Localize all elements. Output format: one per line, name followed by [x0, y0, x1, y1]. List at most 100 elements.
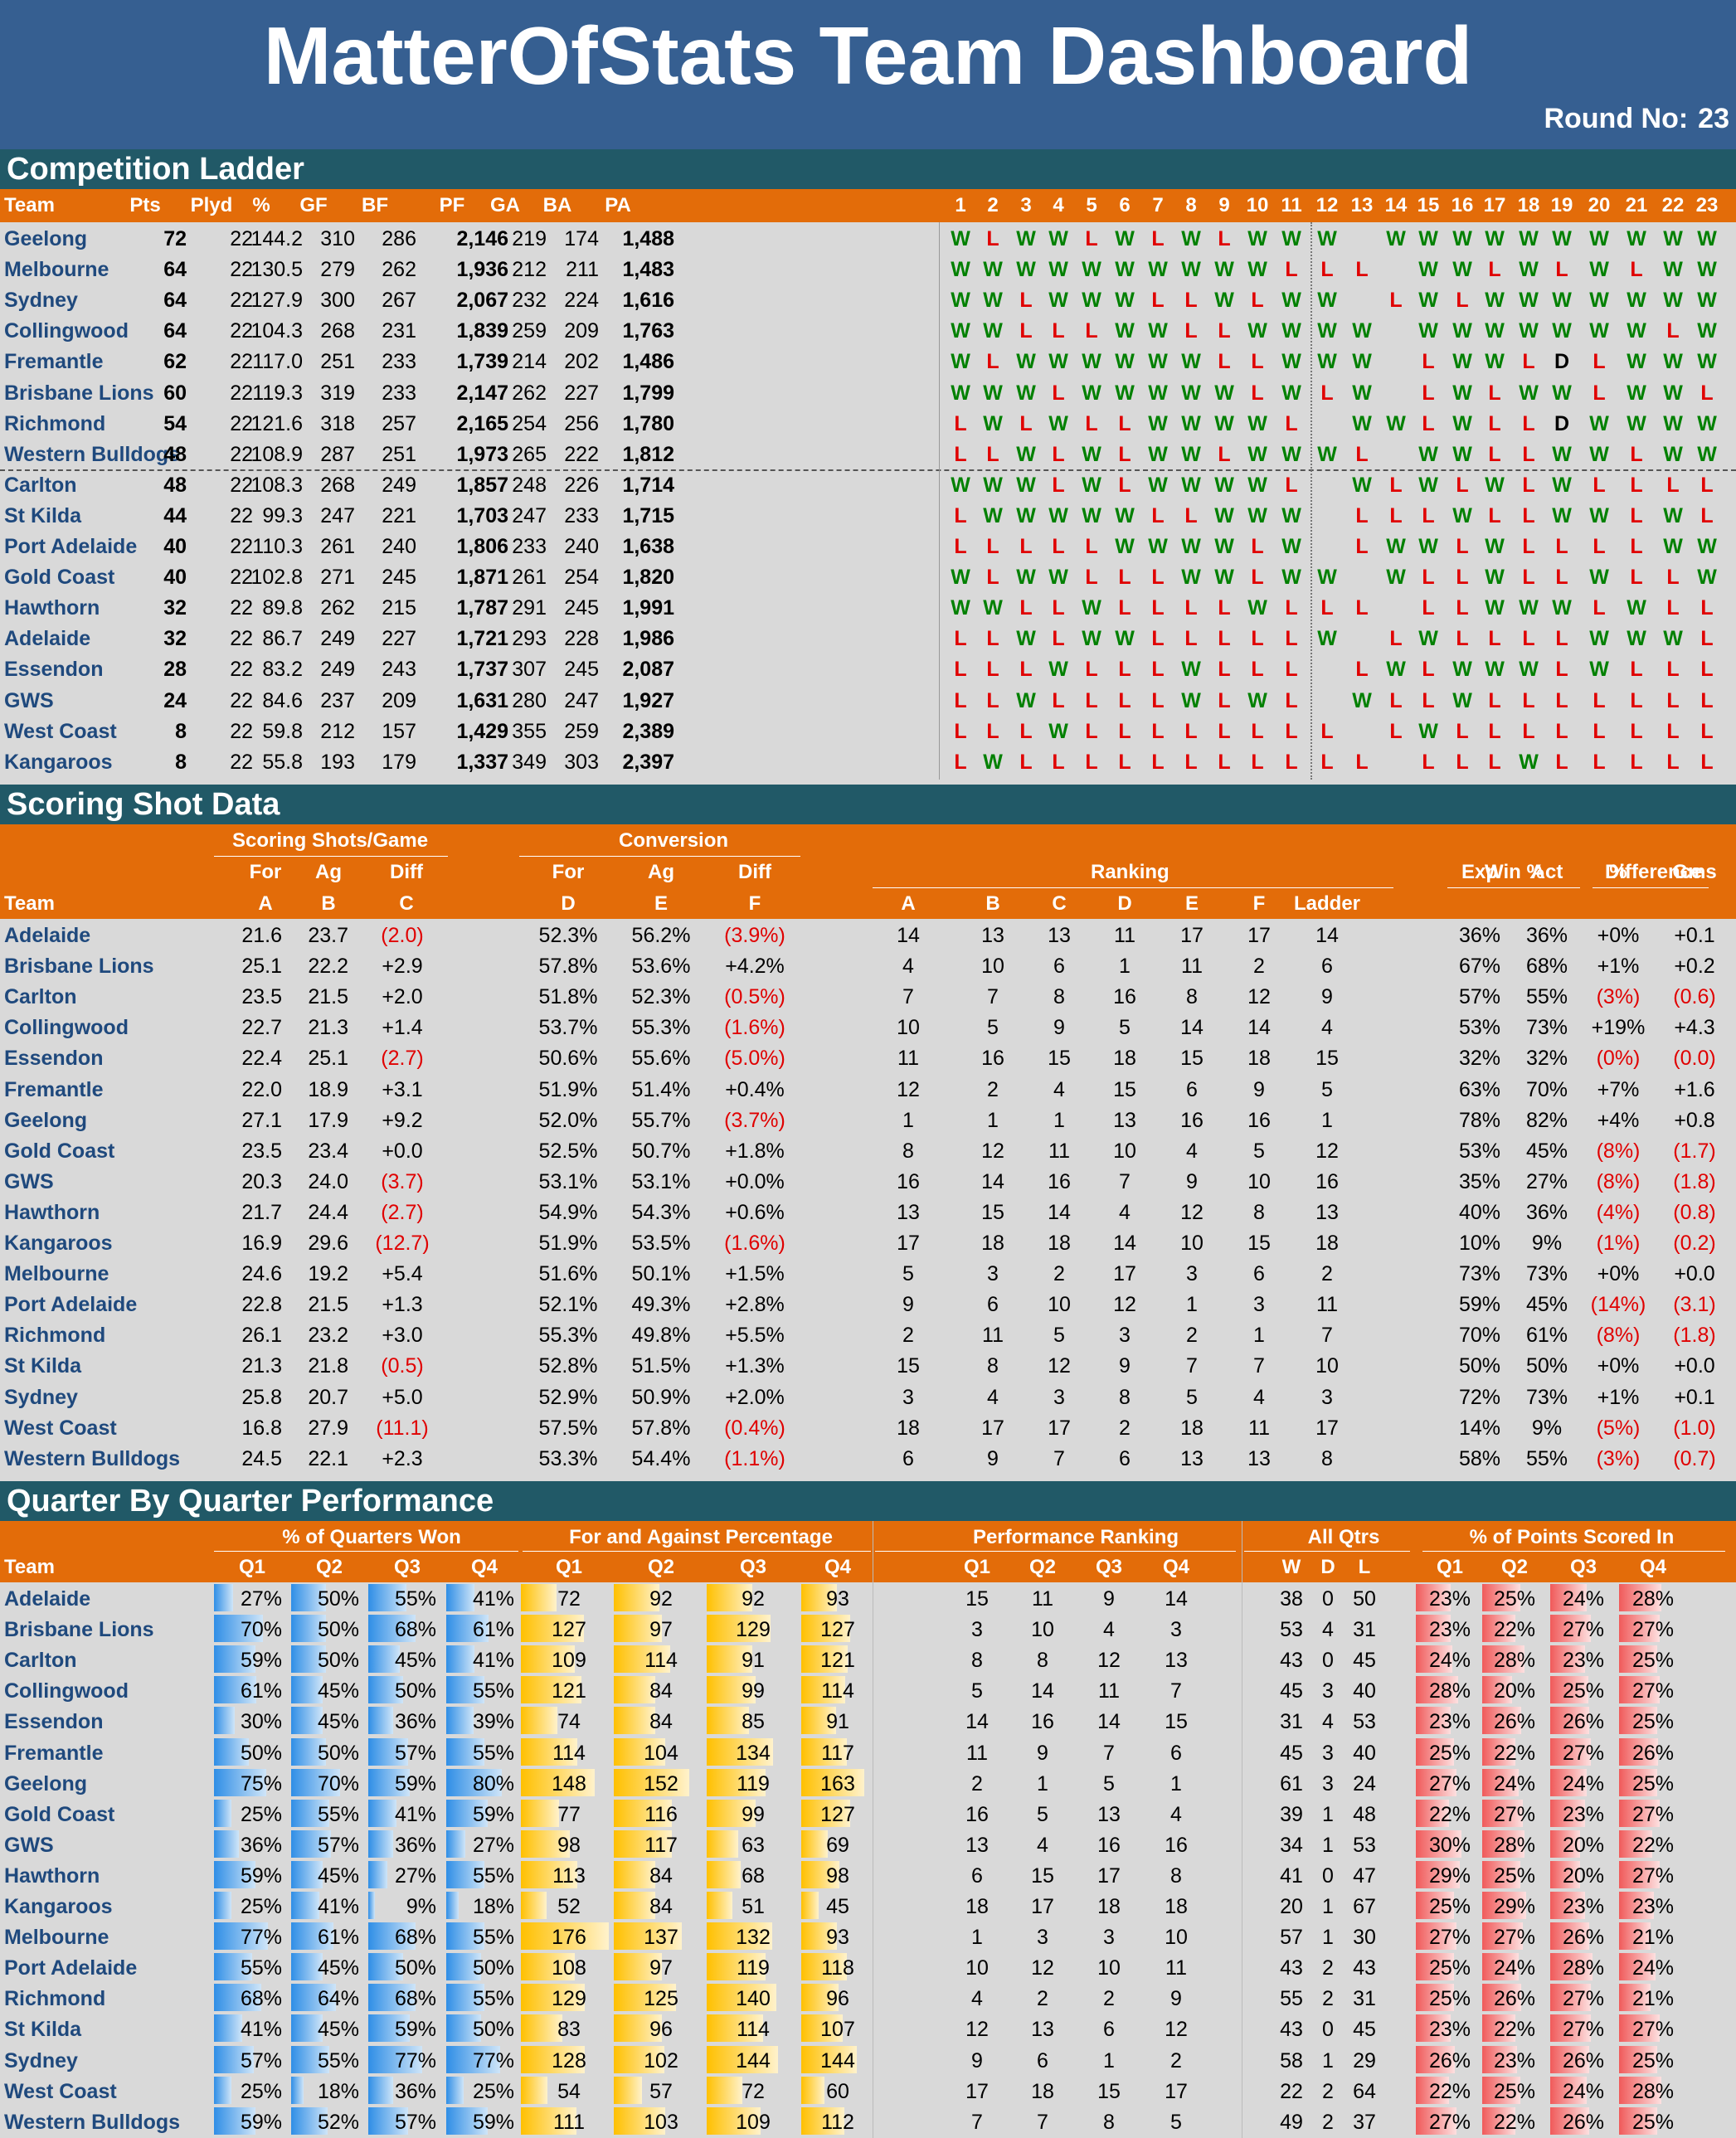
ladder-cell-pts: 8: [175, 750, 187, 774]
ladder-cell-ba: 254: [564, 566, 599, 590]
all-d: 1: [1322, 2048, 1334, 2072]
ladder-cell-bf: 257: [382, 411, 416, 435]
ladder-result: L: [1555, 658, 1568, 682]
all-l: 40: [1353, 1741, 1376, 1765]
ladder-result: W: [1663, 350, 1683, 374]
ladder-result: L: [1320, 750, 1334, 774]
fa-value: 176: [552, 1926, 586, 1950]
ladder-result: W: [1697, 442, 1717, 466]
ladder-team-name: Melbourne: [4, 258, 109, 282]
rank-cell: 16: [897, 1169, 920, 1193]
perf-rank: 11: [966, 1741, 988, 1765]
pts-bar: [1416, 1953, 1454, 1981]
ladder-result: L: [954, 658, 967, 682]
ladder-result: W: [1181, 381, 1201, 405]
ladder-result: L: [986, 227, 999, 250]
quarters-won-value: 61%: [240, 1679, 282, 1703]
ranking-group-header: Ranking: [1091, 861, 1169, 883]
quarters-won-bar: [291, 1892, 319, 1919]
ladder-cell-pa: 1,714: [622, 473, 674, 497]
fa-bar: [801, 1707, 836, 1735]
ladder-result: W: [1663, 411, 1683, 435]
quarters-team-name: Melbourne: [4, 1926, 109, 1950]
quarters-won-value: 68%: [394, 1987, 436, 2011]
fa-value: 69: [826, 1833, 849, 1857]
ladder-result: W: [983, 319, 1003, 343]
ladder-result: L: [1019, 719, 1033, 743]
ladder-result: L: [1085, 750, 1098, 774]
pts-bar: [1482, 1922, 1523, 1951]
ladder-result: L: [1389, 503, 1403, 527]
quarters-won-bar: [214, 1676, 256, 1704]
ladder-result: W: [1627, 350, 1646, 374]
pts-bar: [1550, 1676, 1588, 1704]
win-act: 45%: [1525, 1139, 1568, 1163]
ladder-cell-bf: 251: [382, 442, 416, 466]
ladder-result: W: [1418, 289, 1438, 313]
fa-bar: [614, 1584, 659, 1611]
conv-for: 53.7%: [538, 1016, 598, 1040]
rank-cell: 13: [981, 924, 1004, 947]
fa-bar: [707, 1984, 776, 2012]
rank-cell: 15: [897, 1354, 920, 1378]
ladder-result: W: [1247, 227, 1267, 250]
rank-cell: 17: [1113, 1262, 1136, 1286]
conv-diff: (1.1%): [724, 1446, 785, 1470]
fa-bar: [614, 1984, 676, 2012]
scoring-team-name: Port Adelaide: [4, 1293, 138, 1317]
pts-value: 23%: [1562, 1895, 1605, 1918]
fa-value: 96: [826, 1987, 849, 2011]
perf-rank: 18: [1097, 1895, 1121, 1918]
fa-value: 54: [557, 2079, 581, 2103]
quarters-team-name: Kangaroos: [4, 1895, 113, 1918]
rank-cell: 4: [1253, 1385, 1265, 1409]
diff-pct: +4%: [1597, 1108, 1640, 1132]
ladder-cell-pa: 1,927: [622, 688, 674, 712]
ladder-cell-gf: 212: [320, 719, 355, 743]
ladder-result: L: [1555, 750, 1568, 774]
ladder-result: W: [1386, 566, 1406, 590]
quarters-won-bar: [214, 1584, 233, 1611]
ladder-result: L: [1593, 473, 1606, 497]
fa-bar: [707, 1584, 752, 1611]
ladder-result: W: [1352, 411, 1372, 435]
pts-bar: [1550, 1615, 1591, 1643]
results-divider: [939, 222, 940, 780]
rank-cell: 7: [987, 985, 999, 1009]
ladder-result: W: [1697, 227, 1717, 250]
ladder-result: W: [1552, 289, 1572, 313]
ladder-cell-gf: 279: [320, 258, 355, 282]
pts-value: 28%: [1493, 1649, 1536, 1673]
perf-rank: 12: [1097, 1649, 1121, 1673]
win-act: 45%: [1525, 1293, 1568, 1317]
pts-value: 28%: [1428, 1679, 1471, 1703]
ssg-diff: (12.7): [375, 1232, 430, 1255]
pts-value: 24%: [1562, 2079, 1605, 2103]
perf-rank: 17: [965, 2079, 989, 2103]
sub-header-for: For: [249, 861, 282, 883]
ladder-cell-pf: 2,147: [456, 381, 508, 405]
quarters-won-value: 68%: [394, 1618, 436, 1642]
all-w: 38: [1280, 1587, 1303, 1611]
win-exp: 63%: [1458, 1077, 1501, 1101]
conv-diff: +2.0%: [725, 1385, 785, 1409]
ladder-cell-pct: 104.3: [250, 319, 303, 343]
ladder-cell-bf: 209: [382, 688, 416, 712]
fa-value: 148: [552, 1771, 586, 1795]
pts-bar: [1550, 1584, 1587, 1611]
quarters-won-value: 50%: [317, 1741, 359, 1765]
conv-ag: 53.1%: [631, 1169, 691, 1193]
all-w: 34: [1280, 1833, 1303, 1857]
ladder-table: Geelong 72 22 144.2 310 286 2,146 219 174 1,488 W L…: [0, 222, 1736, 780]
quarters-won-value: 68%: [240, 1987, 282, 2011]
ladder-cell-pct: 83.2: [262, 658, 303, 682]
ladder-team-name: Carlton: [4, 473, 77, 497]
pts-bar: [1619, 1922, 1651, 1951]
ladder-cell-gf: 268: [320, 473, 355, 497]
fa-value: 116: [644, 1802, 678, 1826]
ladder-result: L: [954, 688, 967, 712]
ladder-result: W: [951, 566, 970, 590]
fa-bar: [614, 1707, 655, 1735]
quarters-won-bar: [368, 1860, 387, 1888]
ladder-result: W: [983, 289, 1003, 313]
